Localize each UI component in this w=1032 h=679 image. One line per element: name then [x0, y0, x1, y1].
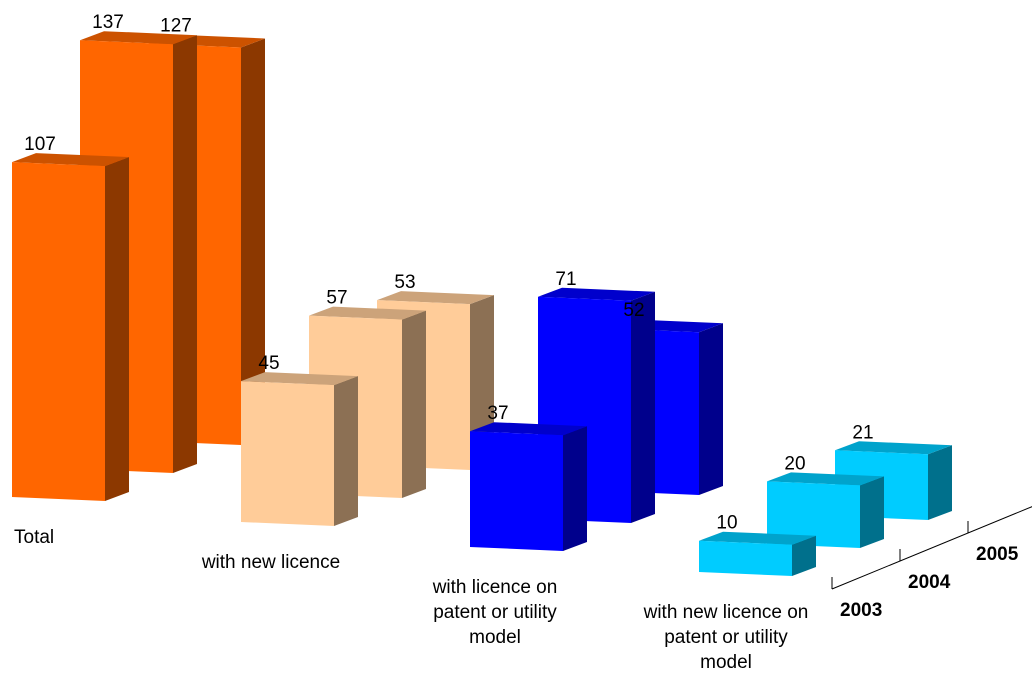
value-label: 137	[92, 12, 124, 33]
value-label: 20	[784, 453, 805, 474]
bars	[12, 31, 952, 576]
value-label: 127	[160, 15, 192, 36]
value-label: 21	[852, 422, 873, 443]
category-label-with-new-licence-on-patent-or-utility-model: with new licence on patent or utility mode…	[643, 602, 809, 673]
value-label: 52	[623, 300, 644, 321]
labels: 2003 2004 2005 127 137 107 53 57 45 52 71 37 21 20 10 T…	[14, 12, 1019, 673]
value-label: 71	[555, 269, 576, 290]
value-label: 57	[326, 288, 347, 309]
bar-with-new-licence-2003	[241, 372, 358, 526]
category-label-with-new-licence: with new licence	[201, 552, 340, 573]
value-label: 107	[24, 134, 56, 155]
year-label-2004: 2004	[908, 572, 951, 593]
value-label: 53	[394, 272, 415, 293]
depth-axis-line	[831, 506, 1032, 590]
value-label: 37	[487, 403, 508, 424]
value-label: 45	[258, 353, 279, 374]
depth-axis	[831, 506, 1032, 590]
category-label-total: Total	[14, 527, 54, 548]
bar-total-2003	[12, 153, 129, 501]
category-label-with-licence-on-patent-or-utility-model: with licence on patent or utility model	[432, 577, 558, 648]
bar-with-new-licence-on-patent-or-utility-model-2003	[699, 531, 816, 576]
value-label: 10	[716, 513, 737, 534]
bar-with-licence-on-patent-or-utility-model-2003	[470, 422, 587, 551]
year-label-2003: 2003	[840, 600, 882, 621]
bar-with-new-licence-on-patent-or-utility-model-2004	[767, 472, 884, 548]
year-label-2005: 2005	[976, 544, 1019, 565]
